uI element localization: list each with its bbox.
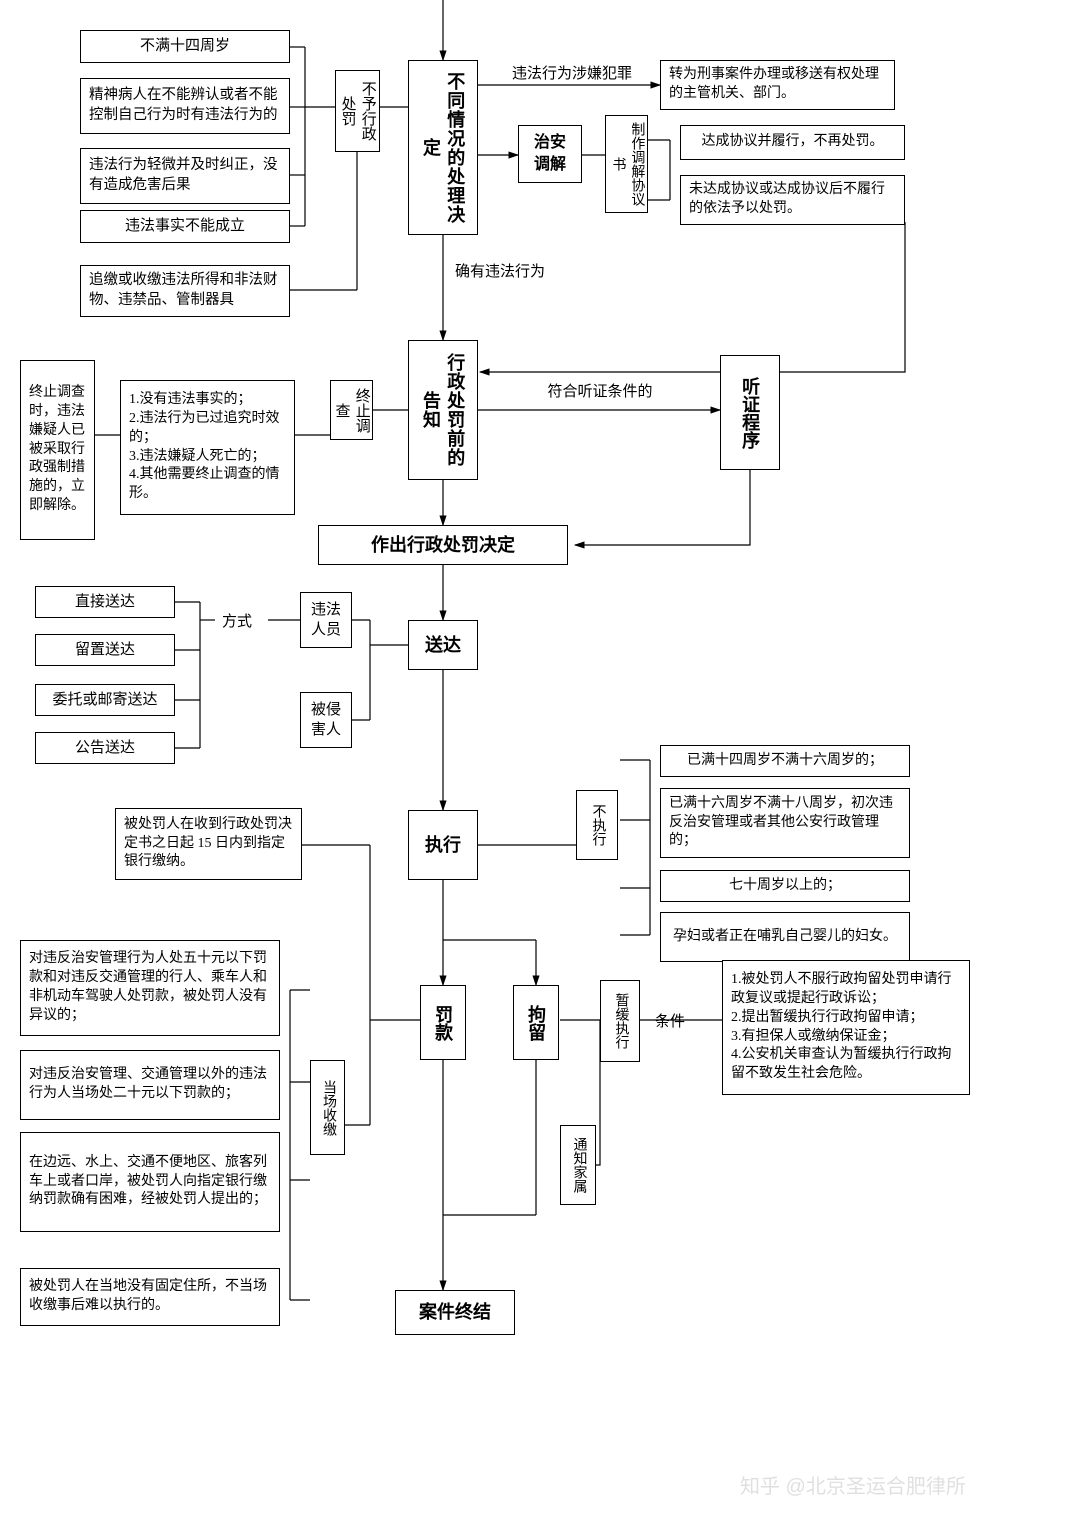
hearing-text: 听证程序 bbox=[738, 377, 762, 449]
no-penalty-item-1: 精神病人在不能辨认或者不能控制自己行为时有违法行为的 bbox=[80, 78, 290, 134]
mediate-label: 治安调解 bbox=[518, 125, 582, 183]
watermark: 知乎 @北京圣运合肥律所 bbox=[740, 1470, 966, 1499]
no-penalty-item-0: 不满十四周岁 bbox=[80, 30, 290, 63]
fine-pay: 被处罚人在收到行政处罚决定书之日起 15 日内到指定银行缴纳。 bbox=[115, 808, 302, 880]
execute-text: 执行 bbox=[425, 833, 461, 857]
t: 违法行为涉嫌犯罪 bbox=[512, 66, 632, 82]
onsite-3: 被处罚人在当地没有固定住所，不当场收缴事后难以执行的。 bbox=[20, 1268, 280, 1326]
mediate-a: 达成协议并履行，不再处罚。 bbox=[680, 125, 905, 160]
t: 达成协议并履行，不再处罚。 bbox=[702, 133, 884, 152]
deliver-method-1: 留置送达 bbox=[35, 634, 175, 666]
no-execute-2: 七十周岁以上的； bbox=[660, 870, 910, 902]
t: 通知家属 bbox=[569, 1137, 588, 1193]
no-execute-3: 孕妇或者正在哺乳自己婴儿的妇女。 bbox=[660, 912, 910, 962]
t: 公告送达 bbox=[75, 738, 135, 758]
t: 追缴或收缴违法所得和非法财物、违禁品、管制器具 bbox=[89, 271, 281, 310]
t: 对违反治安管理、交通管理以外的违法行为人当场处二十元以下罚款的； bbox=[29, 1066, 271, 1104]
node-hearing: 听证程序 bbox=[720, 355, 780, 470]
t: 1.没有违法事实的； 2.违法行为已过追究时效的； 3.违法嫌疑人死亡的； 4.… bbox=[129, 391, 286, 504]
t: 委托或邮寄送达 bbox=[52, 690, 157, 710]
t: 确有违法行为 bbox=[455, 264, 545, 280]
onsite-1: 对违反治安管理、交通管理以外的违法行为人当场处二十元以下罚款的； bbox=[20, 1050, 280, 1120]
t: 违法事实不能成立 bbox=[125, 216, 245, 236]
onsite-2: 在边远、水上、交通不便地区、旅客列车上或者口岸，被处罚人向指定银行缴纳罚款确有困… bbox=[20, 1132, 280, 1232]
deliver-method-3: 公告送达 bbox=[35, 732, 175, 764]
no-penalty-extra: 追缴或收缴违法所得和非法财物、违禁品、管制器具 bbox=[80, 265, 290, 317]
terminate-label: 终止调查 bbox=[330, 380, 373, 440]
mediate-make: 制作调解协议书 bbox=[605, 115, 648, 213]
no-penalty-label: 不予行政处罚 bbox=[335, 70, 380, 152]
t: 暂缓执行 bbox=[611, 993, 630, 1049]
t: 治安调解 bbox=[527, 132, 573, 175]
t: 符合听证条件的 bbox=[547, 384, 652, 400]
t: 孕妇或者正在哺乳自己婴儿的妇女。 bbox=[673, 928, 897, 947]
t: 不满十四周岁 bbox=[140, 36, 230, 56]
t: 在边远、水上、交通不便地区、旅客列车上或者口岸，被处罚人向指定银行缴纳罚款确有困… bbox=[29, 1154, 271, 1211]
t: 七十周岁以上的； bbox=[729, 877, 841, 896]
detain-text: 拘留 bbox=[524, 1005, 548, 1041]
t: 已满十六周岁不满十八周岁，初次违反治安管理或者其他公安行政管理的； bbox=[669, 795, 901, 852]
t: 知乎 @北京圣运合肥律所 bbox=[740, 1476, 966, 1498]
onsite-0: 对违反治安管理行为人处五十元以下罚款和对违反交通管理的行人、乘车人和非机动车驾驶… bbox=[20, 940, 280, 1036]
no-execute-0: 已满十四周岁不满十六周岁的； bbox=[660, 745, 910, 777]
node-deliver: 送达 bbox=[408, 620, 478, 670]
t: 违法行为轻微并及时纠正，没有造成危害后果 bbox=[89, 156, 281, 195]
node-execute: 执行 bbox=[408, 810, 478, 880]
node-case-end: 案件终结 bbox=[395, 1290, 515, 1335]
t: 条件 bbox=[655, 1014, 685, 1030]
t: 1.被处罚人不服行政拘留处罚申请行政复议或提起行政诉讼； 2.提出暂缓执行行政拘… bbox=[731, 971, 961, 1084]
t: 终止调查 bbox=[331, 385, 372, 435]
t: 不执行 bbox=[588, 804, 607, 846]
make-decision-text: 作出行政处罚决定 bbox=[371, 533, 515, 557]
t: 对违反治安管理行为人处五十元以下罚款和对违反交通管理的行人、乘车人和非机动车驾驶… bbox=[29, 950, 271, 1026]
no-penalty-item-3: 违法事实不能成立 bbox=[80, 210, 290, 243]
t: 制作调解协议书 bbox=[608, 120, 646, 208]
no-execute-label: 不执行 bbox=[576, 790, 618, 860]
decision-text: 不同情况的处理决定 bbox=[419, 65, 468, 230]
deliver-method-2: 委托或邮寄送达 bbox=[35, 684, 175, 716]
deliver-people-a: 违法人员 bbox=[300, 592, 352, 648]
notify-family: 通知家属 bbox=[560, 1125, 596, 1205]
criminal-text: 转为刑事案件办理或移送有权处理的主管机关、部门。 bbox=[660, 60, 895, 110]
t: 违法人员 bbox=[309, 600, 343, 641]
node-decision: 不同情况的处理决定 bbox=[408, 60, 478, 235]
fine-text: 罚款 bbox=[431, 1005, 455, 1041]
defer-cond: 1.被处罚人不服行政拘留处罚申请行政复议或提起行政诉讼； 2.提出暂缓执行行政拘… bbox=[722, 960, 970, 1095]
deliver-method-0: 直接送达 bbox=[35, 586, 175, 618]
t: 已满十四周岁不满十六周岁的； bbox=[687, 752, 883, 771]
deliver-people-b: 被侵害人 bbox=[300, 692, 352, 748]
t: 精神病人在不能辨认或者不能控制自己行为时有违法行为的 bbox=[89, 86, 281, 125]
terminate-note: 终止调查时，违法嫌疑人已被采取行政强制措施的，立即解除。 bbox=[20, 360, 95, 540]
no-execute-1: 已满十六周岁不满十八周岁，初次违反治安管理或者其他公安行政管理的； bbox=[660, 788, 910, 858]
terminate-items: 1.没有违法事实的； 2.违法行为已过追究时效的； 3.违法嫌疑人死亡的； 4.… bbox=[120, 380, 295, 515]
deliver-text: 送达 bbox=[425, 633, 461, 657]
mediate-b: 未达成协议或达成协议后不履行的依法予以处罚。 bbox=[680, 175, 905, 225]
t: 被处罚人在收到行政处罚决定书之日起 15 日内到指定银行缴纳。 bbox=[124, 816, 293, 873]
t: 留置送达 bbox=[75, 640, 135, 660]
t: 被处罚人在当地没有固定住所，不当场收缴事后难以执行的。 bbox=[29, 1278, 271, 1316]
case-end-text: 案件终结 bbox=[419, 1300, 491, 1324]
label-hearing-cond: 符合听证条件的 bbox=[540, 380, 660, 401]
node-make-decision: 作出行政处罚决定 bbox=[318, 525, 568, 565]
t: 转为刑事案件办理或移送有权处理的主管机关、部门。 bbox=[669, 66, 886, 104]
t: 未达成协议或达成协议后不履行的依法予以处罚。 bbox=[689, 181, 896, 219]
t: 方式 bbox=[222, 614, 252, 630]
label-has-violation: 确有违法行为 bbox=[455, 260, 545, 281]
node-notice: 行政处罚前的告知 bbox=[408, 340, 478, 480]
t: 当场收缴 bbox=[318, 1080, 337, 1136]
node-fine: 罚款 bbox=[420, 985, 466, 1060]
notice-text: 行政处罚前的告知 bbox=[419, 345, 468, 475]
criminal-edge-label: 违法行为涉嫌犯罪 bbox=[512, 62, 632, 83]
t: 被侵害人 bbox=[309, 700, 343, 741]
label-method: 方式 bbox=[222, 610, 252, 631]
no-penalty-item-2: 违法行为轻微并及时纠正，没有造成危害后果 bbox=[80, 148, 290, 204]
node-detain: 拘留 bbox=[513, 985, 559, 1060]
defer-label: 暂缓执行 bbox=[600, 980, 640, 1062]
label-condition: 条件 bbox=[655, 1010, 685, 1031]
onsite-label: 当场收缴 bbox=[310, 1060, 345, 1155]
t: 不予行政处罚 bbox=[337, 75, 378, 147]
t: 终止调查时，违法嫌疑人已被采取行政强制措施的，立即解除。 bbox=[29, 384, 86, 516]
t: 直接送达 bbox=[75, 592, 135, 612]
